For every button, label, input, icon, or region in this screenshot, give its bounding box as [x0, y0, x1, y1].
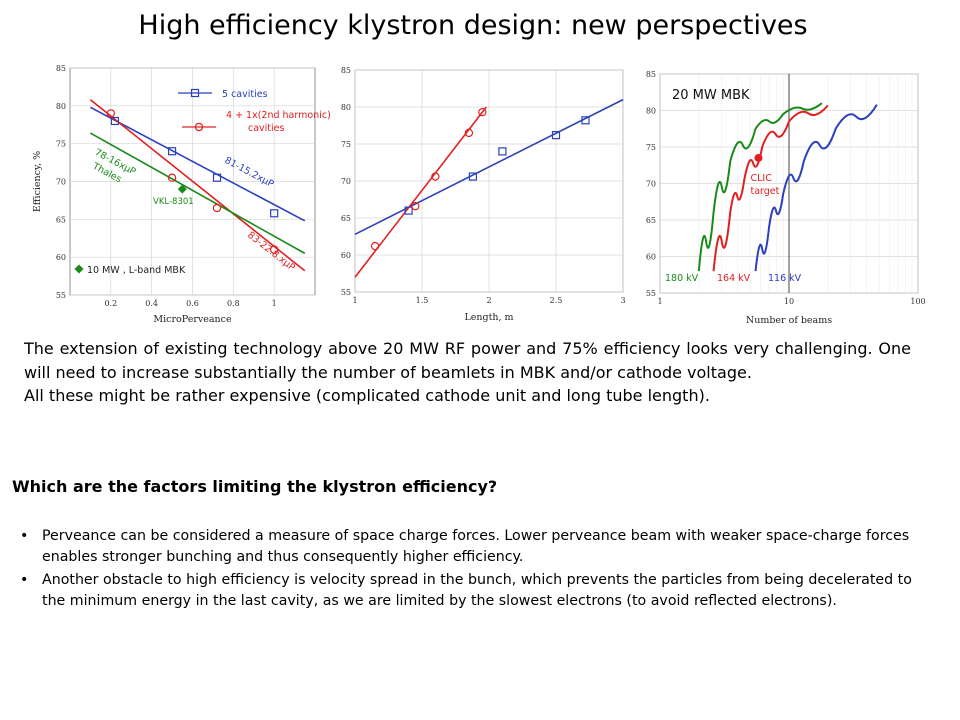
- slide-title: High efficiency klystron design: new per…: [138, 10, 808, 41]
- series-label-116-kV: 116 kV: [768, 273, 802, 284]
- circle-marker: [194, 122, 204, 132]
- chart-inner-title: 20 MW MBK: [672, 88, 750, 103]
- trend-line: [90, 132, 306, 255]
- bullet-list: • Perveance can be considered a measure o…: [20, 526, 925, 614]
- x-tick-label: 1: [657, 297, 662, 306]
- data-markers: [370, 107, 590, 251]
- bullet-dot-icon: •: [20, 572, 29, 588]
- series-line-164-kV: [712, 104, 829, 272]
- series-label-164-kV: 164 kV: [717, 273, 751, 284]
- y-tick-label: 80: [341, 103, 351, 112]
- legend-label-mbk: 10 MW , L-band MBK: [87, 265, 186, 276]
- diamond-marker: [74, 264, 84, 274]
- clic-target-label-line2: target: [750, 186, 779, 197]
- x-tick-label: 3: [620, 296, 625, 305]
- x-tick-label: 0.8: [227, 299, 240, 308]
- y-tick-label: 80: [56, 102, 66, 111]
- square-marker: [498, 147, 507, 156]
- x-tick-label: 1.5: [416, 296, 429, 305]
- y-tick-label: 75: [646, 143, 656, 152]
- beams-efficiency-chart: 55 60 65 70 75 80 85 1 10 100 Number of beams 20 MW…: [646, 70, 926, 326]
- x-tick-label: 1: [272, 299, 277, 308]
- x-tick-label: 2: [486, 296, 491, 305]
- y-tick-label: 55: [341, 288, 351, 297]
- bullet-item: • Perveance can be considered a measure o…: [20, 526, 925, 567]
- x-axis-label: MicroPerveance: [153, 314, 232, 325]
- circle-marker: [411, 201, 420, 211]
- series-label-180-kV: 180 kV: [665, 273, 699, 284]
- square-marker: [468, 172, 478, 181]
- bullet-dot-icon: •: [20, 528, 29, 544]
- circle-marker: [106, 109, 116, 118]
- square-marker: [110, 116, 120, 126]
- legend: 5 cavities 4 + 1x(2nd harmonic) cavities: [178, 88, 331, 134]
- square-marker: [212, 173, 222, 182]
- y-tick-label: 85: [646, 70, 656, 79]
- x-axis-label: Number of beams: [746, 315, 832, 326]
- circle-marker: [478, 107, 487, 117]
- legend-label-harmonic: 4 + 1x(2nd harmonic): [226, 110, 331, 121]
- trend-line: [89, 99, 306, 272]
- circle-marker: [464, 128, 474, 138]
- y-tick-label: 75: [56, 140, 66, 149]
- square-marker: [404, 206, 413, 215]
- y-tick-label: 85: [341, 66, 351, 75]
- summary-paragraph: The extension of existing technology abo…: [24, 337, 911, 408]
- circle-marker: [212, 203, 222, 213]
- minor-grid-lines: [698, 74, 913, 293]
- circle-marker: [370, 241, 380, 251]
- square-marker: [167, 147, 177, 156]
- y-axis-label: Efficiency, %: [32, 151, 43, 212]
- circle-marker: [269, 245, 279, 254]
- length-efficiency-chart: 55 60 65 70 75 80 85 1 1.5 2 2.5 3 Length, m: [341, 66, 626, 323]
- bullet-text: Another obstacle to high efficiency is v…: [42, 572, 912, 609]
- bullet-text: Perveance can be considered a measure of…: [42, 528, 910, 565]
- y-tick-label: 75: [341, 140, 351, 149]
- bullet-item: • Another obstacle to high efficiency is …: [20, 570, 925, 611]
- clic-target-label: CLIC: [750, 173, 772, 184]
- y-tick-label: 70: [341, 177, 351, 186]
- y-tick-label: 80: [646, 107, 656, 116]
- x-tick-label: 0.6: [186, 299, 199, 308]
- y-tick-label: 65: [646, 216, 656, 225]
- annotation-vkl: VKL-8301: [153, 197, 194, 207]
- trend-line: [90, 106, 306, 222]
- y-tick-label: 65: [56, 215, 66, 224]
- x-tick-label: 0.2: [104, 299, 117, 308]
- y-tick-label: 70: [646, 180, 656, 189]
- summary-line-2: All these might be rather expensive (com…: [24, 386, 710, 405]
- data-markers: [106, 109, 279, 254]
- y-tick-label: 60: [646, 253, 656, 262]
- square-marker: [551, 131, 561, 140]
- x-tick-label: 2.5: [550, 296, 563, 305]
- trend-line: [354, 98, 624, 235]
- circle-marker: [167, 173, 177, 182]
- perveance-efficiency-chart: 55 60 65 70 75 80 85 0.2 0.4 0.6 0.8 1 MicroPerveanc…: [32, 64, 331, 325]
- x-tick-label: 10: [784, 297, 794, 306]
- legend-label-harmonic-line2: cavities: [248, 123, 285, 134]
- x-tick-label: 100: [910, 297, 925, 306]
- x-tick-label: 1: [352, 296, 357, 305]
- circle-marker: [431, 172, 440, 181]
- x-tick-label: 0.4: [145, 299, 158, 308]
- square-marker: [270, 209, 279, 218]
- y-tick-label: 70: [56, 178, 66, 187]
- diamond-marker: [177, 184, 187, 194]
- y-tick-label: 55: [56, 291, 66, 300]
- x-axis-label: Length, m: [464, 312, 513, 323]
- series-line-116-kV: [754, 104, 878, 272]
- y-tick-label: 85: [56, 64, 66, 73]
- series-line-180-kV: [697, 102, 823, 272]
- square-marker: [190, 88, 200, 98]
- question-heading: Which are the factors limiting the klyst…: [12, 477, 498, 496]
- square-marker: [581, 116, 590, 125]
- legend-label-5-cavities: 5 cavities: [222, 89, 268, 100]
- y-tick-label: 60: [56, 253, 66, 262]
- clic-target-point: [754, 153, 763, 162]
- y-tick-label: 60: [341, 251, 351, 260]
- y-tick-label: 55: [646, 289, 656, 298]
- y-tick-label: 65: [341, 214, 351, 223]
- summary-line-1: The extension of existing technology abo…: [24, 339, 911, 382]
